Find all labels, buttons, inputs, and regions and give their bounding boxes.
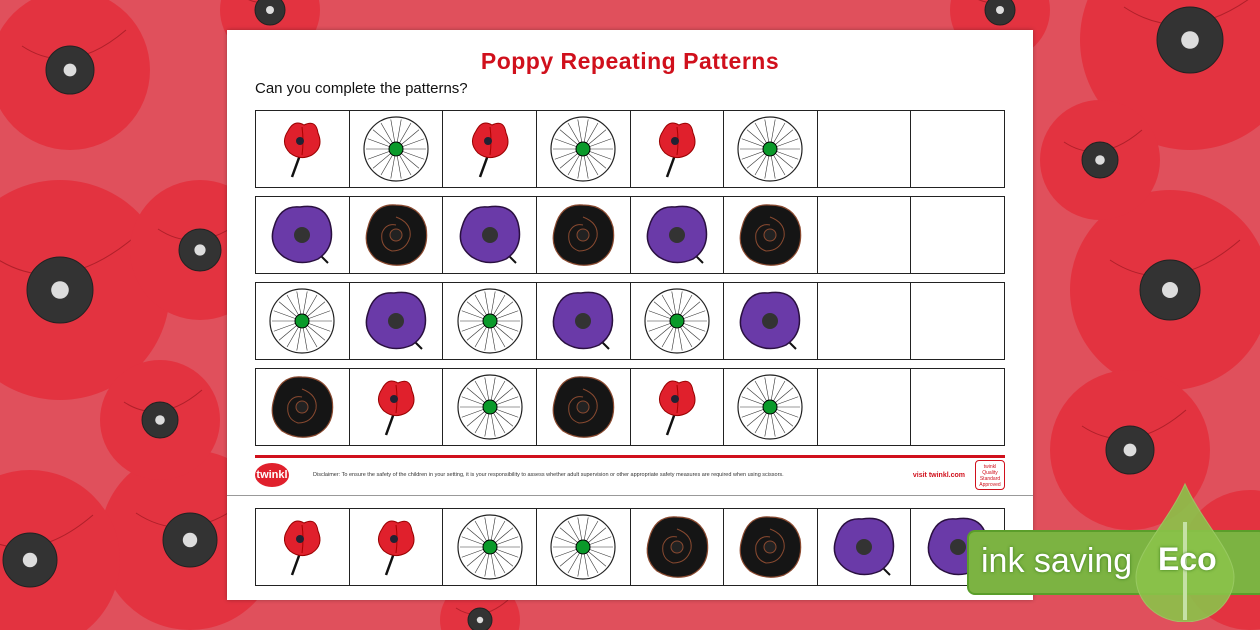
cell-white-poppy — [350, 111, 444, 187]
cell-white-poppy — [724, 111, 818, 187]
cell-white-poppy — [256, 283, 350, 359]
black-poppy-icon — [740, 204, 802, 266]
cutout-black-poppy[interactable] — [724, 509, 818, 585]
cell-red-poppy — [350, 369, 444, 445]
cutout-red-poppy[interactable] — [256, 509, 350, 585]
empty-answer-cell[interactable] — [911, 369, 1004, 445]
background-poppy — [0, 470, 120, 630]
white-poppy-icon — [644, 288, 710, 354]
empty-answer-cell[interactable] — [818, 283, 912, 359]
white-poppy-icon — [550, 116, 616, 182]
purple-poppy-icon — [833, 517, 895, 576]
eco-label: Eco — [1158, 541, 1217, 577]
white-poppy-icon — [363, 116, 429, 182]
white-poppy-icon — [456, 514, 523, 580]
cell-red-poppy — [631, 111, 725, 187]
purple-poppy-icon — [740, 291, 801, 350]
background-poppy — [0, 0, 150, 150]
red-poppy-icon — [658, 122, 696, 178]
background-poppy — [1040, 100, 1160, 220]
white-poppy-icon — [456, 288, 523, 354]
background-poppy — [1070, 190, 1260, 390]
purple-poppy-icon — [271, 205, 333, 264]
white-poppy-icon — [269, 288, 335, 354]
cell-purple-poppy — [537, 283, 631, 359]
red-poppy-icon — [284, 520, 321, 576]
cell-black-poppy — [724, 197, 818, 273]
cutout-row — [255, 508, 1005, 586]
red-poppy-icon — [471, 122, 509, 178]
background-poppy — [0, 180, 170, 400]
background-poppy — [1050, 370, 1210, 530]
page-title: Poppy Repeating Patterns — [480, 48, 780, 74]
worksheet: Poppy Repeating Patterns Can you complet… — [227, 30, 1033, 600]
red-poppy-icon — [284, 122, 321, 178]
cutout-white-poppy[interactable] — [443, 509, 537, 585]
empty-answer-cell[interactable] — [911, 197, 1004, 273]
pattern-row — [255, 110, 1005, 188]
cut-line — [227, 495, 1033, 496]
eco-text: ink saving — [981, 542, 1133, 580]
white-poppy-icon — [737, 374, 804, 440]
black-poppy-icon — [271, 376, 334, 438]
cutout-white-poppy[interactable] — [537, 509, 631, 585]
cell-white-poppy — [631, 283, 725, 359]
disclaimer: Disclaimer: To ensure the safety of the … — [313, 472, 784, 478]
black-poppy-icon — [646, 516, 709, 578]
empty-answer-cell[interactable] — [911, 111, 1004, 187]
empty-answer-cell[interactable] — [911, 283, 1004, 359]
red-poppy-icon — [377, 380, 415, 436]
black-poppy-icon — [740, 516, 802, 578]
footer: twinkl Disclaimer: To ensure the safety … — [255, 460, 1005, 490]
pattern-row — [255, 368, 1005, 446]
cell-white-poppy — [443, 283, 537, 359]
empty-answer-cell[interactable] — [818, 197, 912, 273]
pattern-row — [255, 282, 1005, 360]
cell-black-poppy — [537, 369, 631, 445]
cell-purple-poppy — [350, 283, 444, 359]
red-poppy-icon — [658, 380, 696, 436]
purple-poppy-icon — [459, 205, 520, 264]
cell-red-poppy — [443, 111, 537, 187]
red-poppy-icon — [377, 520, 415, 576]
empty-answer-cell[interactable] — [818, 369, 912, 445]
cutout-black-poppy[interactable] — [631, 509, 725, 585]
white-poppy-icon — [550, 514, 616, 580]
black-poppy-icon — [552, 204, 615, 266]
cell-purple-poppy — [631, 197, 725, 273]
pattern-row — [255, 196, 1005, 274]
white-poppy-icon — [456, 374, 523, 440]
cutout-purple-poppy[interactable] — [818, 509, 912, 585]
purple-poppy-icon — [646, 205, 708, 264]
purple-poppy-icon — [365, 291, 427, 350]
cell-purple-poppy — [724, 283, 818, 359]
empty-answer-cell[interactable] — [818, 111, 912, 187]
cell-red-poppy — [256, 111, 350, 187]
cell-white-poppy — [443, 369, 537, 445]
cell-white-poppy — [537, 111, 631, 187]
quality-badge: twinkl Quality Standard Approved — [975, 460, 1005, 490]
cell-white-poppy — [724, 369, 818, 445]
black-poppy-icon — [365, 204, 428, 266]
cell-black-poppy — [256, 369, 350, 445]
cell-purple-poppy — [443, 197, 537, 273]
background-poppy — [100, 360, 220, 480]
divider — [255, 455, 1005, 458]
black-poppy-icon — [552, 376, 615, 438]
visit-link[interactable]: visit twinkl.com — [912, 471, 965, 479]
instruction: Can you complete the patterns? — [255, 80, 468, 97]
cell-black-poppy — [537, 197, 631, 273]
purple-poppy-icon — [552, 291, 614, 350]
twinkl-logo: twinkl — [255, 463, 289, 487]
white-poppy-icon — [737, 116, 804, 182]
cell-black-poppy — [350, 197, 444, 273]
cutout-red-poppy[interactable] — [350, 509, 444, 585]
leaf-icon — [1135, 482, 1235, 622]
cell-red-poppy — [631, 369, 725, 445]
cell-purple-poppy — [256, 197, 350, 273]
